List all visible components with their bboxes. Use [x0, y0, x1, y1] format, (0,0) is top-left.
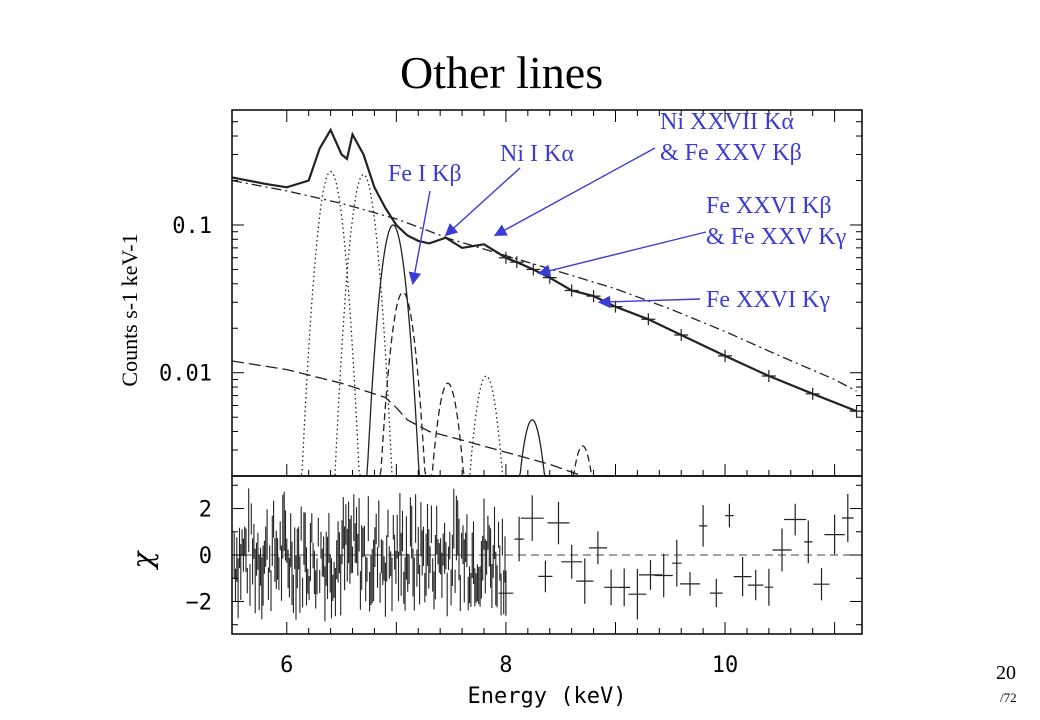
annotation-arrow-3	[537, 231, 707, 277]
data-point-28	[718, 349, 733, 362]
data-point-20	[509, 256, 524, 269]
data-point-19	[498, 251, 513, 264]
series-line-dotted-8	[453, 375, 520, 477]
annotation-4-line-0: Fe XXVI Kγ	[706, 287, 830, 313]
series-lower-continuum-dashed-2	[231, 360, 583, 477]
x-tick-label-0: 6	[280, 653, 293, 678]
residual-dense-bars	[233, 488, 506, 622]
annotation-1-line-0: Ni I Kα	[500, 141, 574, 167]
annotation-2-line-0: Ni XXVII Kα	[660, 109, 794, 135]
annotation-arrow-2	[493, 147, 656, 237]
y-axis-label: Counts s-1 keV-1	[117, 233, 142, 386]
data-point-22	[542, 271, 557, 284]
residual-axis-label: χ	[126, 549, 159, 570]
slide-title: Other lines	[400, 47, 604, 98]
annotation-0-line-0: Fe I Kβ	[388, 161, 462, 187]
x-tick-label-1: 8	[499, 653, 512, 678]
series-line-dotted-3	[297, 170, 364, 477]
x-tick-label-2: 10	[712, 653, 739, 678]
data-point-26	[641, 313, 656, 326]
residual-tick-label-1: 0	[199, 544, 212, 569]
data-point-25	[608, 300, 623, 313]
slide-number: 20	[996, 662, 1016, 684]
series-line-solid-9	[499, 419, 566, 477]
series-continuum-dashdot-1	[231, 179, 857, 392]
residual-tick-label-0: 2	[199, 498, 212, 523]
residual-sparse-crosses	[498, 493, 854, 620]
annotation-3-line-1: & Fe XXV Kγ	[706, 224, 847, 250]
series-line-solid-5	[360, 224, 426, 477]
annotation-arrow-0	[408, 190, 431, 286]
series-line-dashed-6	[370, 291, 436, 477]
residual-tick-label-2: −2	[186, 590, 213, 615]
y-tick-label-0: 0.1	[172, 214, 212, 239]
annotation-3-line-0: Fe XXVI Kβ	[706, 193, 832, 219]
data-point-21	[526, 263, 541, 276]
data-point-31	[849, 405, 864, 418]
slide-total: /72	[1000, 690, 1017, 705]
series-line-dashed-10	[549, 445, 616, 477]
x-axis-label: Energy (keV)	[468, 684, 627, 709]
data-point-23	[564, 284, 579, 297]
data-point-30	[805, 387, 820, 400]
annotation-arrow-4	[597, 295, 701, 309]
y-tick-label-1: 0.01	[159, 362, 212, 387]
data-point-29	[761, 370, 776, 383]
series-data-0	[231, 127, 857, 413]
series-line-dotted-4	[330, 173, 397, 477]
annotation-arrow-1	[444, 167, 521, 237]
annotation-2-line-1: & Fe XXV Kβ	[660, 140, 802, 166]
data-point-27	[674, 329, 689, 342]
data-point-24	[586, 290, 601, 303]
